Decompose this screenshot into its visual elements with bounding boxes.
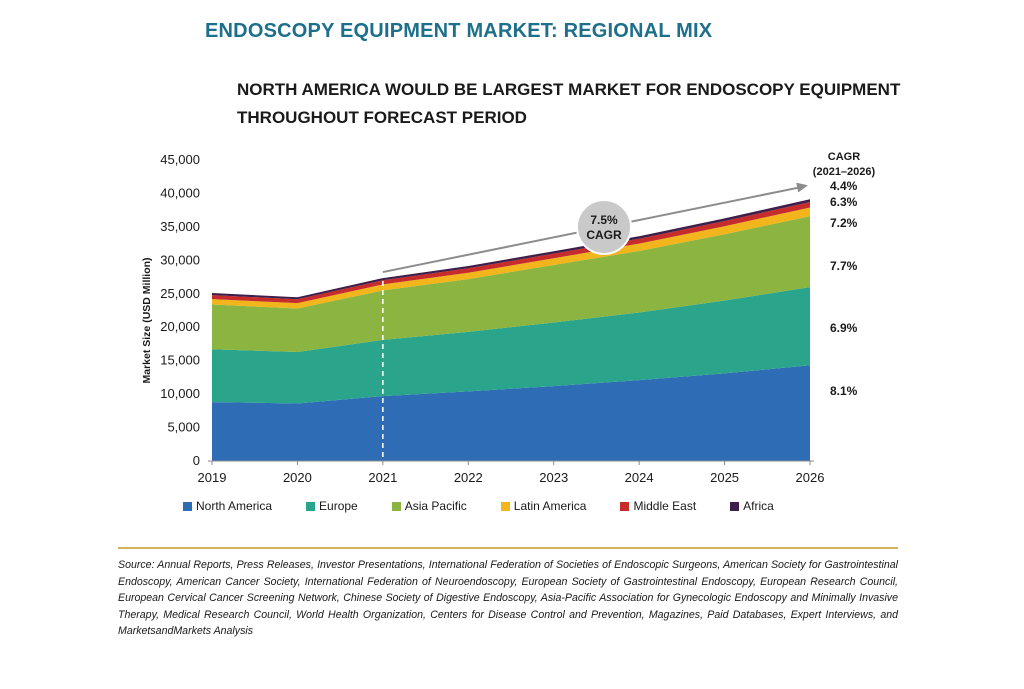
x-tick-label: 2025 (710, 470, 739, 485)
legend-label: Middle East (633, 499, 697, 513)
legend-label: Europe (319, 499, 358, 513)
cagr-bubble-label: 7.5% (590, 213, 618, 227)
legend-swatch (306, 501, 316, 511)
source-divider (118, 547, 898, 549)
legend-item-africa: Africa (730, 499, 774, 513)
chart-title-line-1: NORTH AMERICA WOULD BE LARGEST MARKET FO… (237, 80, 901, 99)
cagr-label-europe: 6.9% (830, 321, 858, 335)
legend-label: Africa (743, 499, 774, 513)
legend-label: Asia Pacific (404, 499, 467, 513)
cagr-label-latin-america: 7.2% (830, 216, 858, 230)
legend-swatch (500, 501, 510, 511)
cagr-label-north-america: 8.1% (830, 384, 858, 398)
cagr-label-africa: 4.4% (830, 179, 858, 193)
legend-item-north-america: North America (183, 499, 272, 513)
y-tick-label: 30,000 (160, 252, 200, 267)
cagr-header: CAGR (828, 151, 860, 163)
x-tick-label: 2020 (283, 470, 312, 485)
legend-swatch (620, 501, 630, 511)
y-tick-label: 40,000 (160, 185, 200, 200)
legend-swatch (391, 501, 401, 511)
x-tick-label: 2026 (796, 470, 825, 485)
y-axis-title: Market Size (USD Million) (141, 257, 153, 383)
chart-title: NORTH AMERICA WOULD BE LARGEST MARKET FO… (237, 76, 917, 132)
area-layers (212, 199, 810, 461)
x-tick-label: 2021 (368, 470, 397, 485)
x-tick-label: 2023 (539, 470, 568, 485)
y-tick-label: 10,000 (160, 386, 200, 401)
y-tick-label: 45,000 (160, 152, 200, 167)
cagr-arrow-head (796, 182, 808, 193)
area-north-america (212, 365, 810, 461)
legend-swatch (183, 501, 192, 511)
cagr-bubble (576, 199, 632, 255)
y-tick-label: 0 (193, 453, 200, 468)
legend-item-latin-america: Latin America (500, 499, 587, 513)
y-tick-label: 35,000 (160, 219, 200, 234)
y-tick-label: 15,000 (160, 353, 200, 368)
y-tick-label: 25,000 (160, 286, 200, 301)
area-asia-pacific (212, 216, 810, 352)
legend-item-asia-pacific: Asia Pacific (391, 499, 467, 513)
cagr-label-asia-pacific: 7.7% (830, 259, 858, 273)
x-tick-label: 2024 (625, 470, 654, 485)
y-tick-label: 20,000 (160, 319, 200, 334)
legend-swatch (730, 501, 740, 511)
x-tick-label: 2019 (198, 470, 227, 485)
cagr-bubble-label: CAGR (586, 228, 622, 242)
legend-item-middle-east: Middle East (620, 499, 696, 513)
chart-title-line-2: THROUGHOUT FORECAST PERIOD (237, 108, 527, 127)
legend-item-europe: Europe (306, 499, 358, 513)
annotations: 7.5%CAGRCAGR(2021–2026)4.4%6.3%7.2%7.7%6… (382, 151, 876, 461)
source-note: Source: Annual Reports, Press Releases, … (118, 559, 898, 637)
cagr-label-middle-east: 6.3% (830, 195, 858, 209)
x-tick-label: 2022 (454, 470, 483, 485)
legend-label: North America (196, 499, 273, 513)
chart-legend: North America Europe Asia Pacific Latin Ame… (183, 499, 808, 513)
cagr-header: (2021–2026) (813, 166, 876, 178)
page-title: ENDOSCOPY EQUIPMENT MARKET: REGIONAL MIX (205, 20, 713, 42)
legend-label: Latin America (513, 499, 587, 513)
axes: 0 5,000 10,000 15,000 20,000 25,000 30,000 35,0… (141, 152, 824, 485)
stacked-area-chart: 0 5,000 10,000 15,000 20,000 25,000 30,000 35,0… (141, 151, 876, 485)
area-europe (212, 287, 810, 404)
y-tick-label: 5,000 (167, 420, 200, 435)
